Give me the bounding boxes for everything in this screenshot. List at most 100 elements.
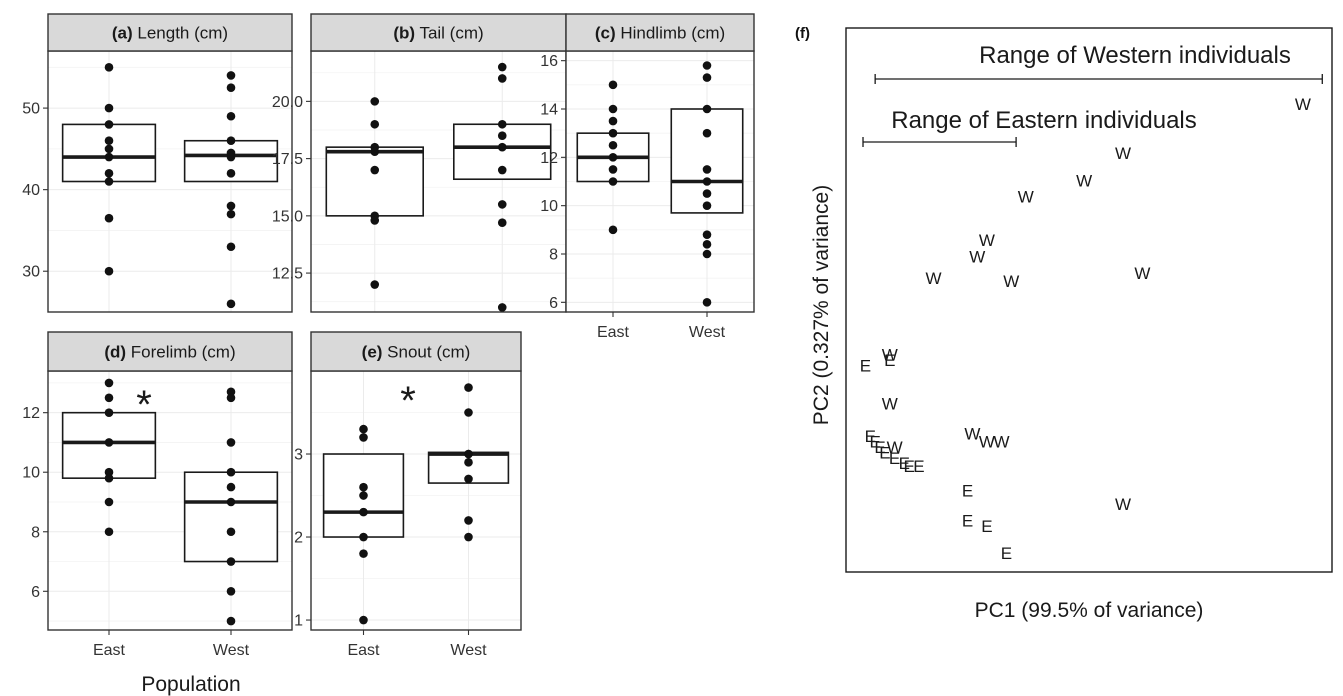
data-point (464, 474, 473, 484)
panel-letter-a: (a) (112, 24, 133, 43)
y-tick-label: 12 (22, 405, 40, 422)
y-tick-label: 8 (549, 247, 558, 264)
data-point (104, 527, 114, 537)
data-point (370, 280, 380, 289)
data-point (608, 128, 618, 138)
data-point (226, 242, 236, 252)
pca-point-west: W (993, 432, 1009, 451)
data-point (104, 63, 114, 72)
data-point (104, 152, 114, 162)
pca-point-west: W (1134, 264, 1150, 283)
x-tick-label: East (347, 642, 380, 659)
data-point (608, 104, 618, 114)
x-tick-label: West (213, 642, 250, 659)
data-point (359, 507, 368, 517)
data-point (464, 449, 473, 459)
data-point (702, 73, 712, 82)
data-point (702, 177, 712, 186)
panel-b: (b) Tail (cm) 12.5 15.0 17.5 20.0 (272, 13, 567, 313)
data-point (702, 189, 712, 198)
strip-c (565, 13, 755, 52)
x-tick-label: East (597, 324, 630, 341)
y-tick-label: 15.0 (272, 208, 303, 225)
data-point (226, 71, 236, 80)
data-point (226, 586, 236, 596)
data-point (702, 240, 712, 249)
data-point (359, 424, 368, 434)
data-point (497, 74, 507, 83)
pca-point-east: E (962, 481, 973, 500)
y-tick-label: 50 (22, 101, 40, 118)
pca-point-west: W (925, 269, 941, 288)
strip-d (47, 331, 293, 372)
panel-title-d: (d) Forelimb (cm) (104, 343, 235, 362)
data-point (359, 433, 368, 442)
data-point (104, 266, 114, 276)
data-point (104, 177, 114, 186)
pca-point-east: E (913, 457, 924, 476)
data-point (226, 482, 236, 492)
data-point (226, 438, 236, 447)
data-point (464, 516, 473, 525)
pca-point-east: E (865, 427, 876, 446)
panel-letter-c: (c) (595, 24, 616, 43)
pca-point-east: E (899, 454, 910, 473)
data-point (226, 169, 236, 178)
data-point (702, 165, 712, 174)
data-point (464, 383, 473, 392)
data-point (702, 230, 712, 239)
pca-point-west: W (1295, 95, 1311, 114)
y-tick-label: 6 (549, 295, 558, 312)
data-point (226, 152, 236, 162)
data-point (226, 209, 236, 219)
pca-point-west: W (1076, 171, 1092, 190)
data-point (104, 438, 114, 447)
panel-title-text-e: Snout (cm) (382, 343, 470, 362)
data-point (370, 119, 380, 129)
pca-point-east: E (869, 432, 880, 451)
y-tick-label: 3 (294, 447, 303, 464)
pca-point-west: W (964, 424, 980, 443)
data-point (104, 103, 114, 113)
data-point (104, 467, 114, 477)
data-point (370, 216, 380, 225)
panel-letter-b: (b) (393, 24, 415, 43)
panel-letter-f: (f) (795, 25, 810, 42)
x-tick-label: West (689, 324, 726, 341)
y-tick-label: 2 (294, 530, 303, 547)
panel-title-c: (c) Hindlimb (cm) (595, 24, 725, 43)
y-tick-label: 12 (540, 150, 558, 167)
strip-b (310, 13, 567, 52)
panel-e: (e) Snout (cm) 1 2 3 East West * (294, 331, 522, 659)
data-point (608, 80, 618, 90)
data-point (104, 378, 114, 388)
y-tick-label: 10 (540, 198, 558, 215)
box-b-east (325, 146, 424, 217)
pca-point-west: W (1115, 144, 1131, 163)
data-point (226, 201, 236, 211)
pca-plot-area (845, 27, 1333, 573)
data-point (497, 165, 507, 175)
panel-a: (a) Length (cm) 30 40 50 (22, 13, 293, 313)
pca-point-east: E (879, 443, 890, 462)
data-point (104, 144, 114, 154)
significance-marker-e: * (400, 379, 416, 423)
data-point (226, 616, 236, 626)
range-western: Range of Western individuals (874, 42, 1323, 84)
data-point (359, 615, 368, 625)
pca-point-east: E (874, 438, 885, 457)
data-point (104, 473, 114, 483)
data-point (359, 549, 368, 558)
data-point (226, 299, 236, 309)
data-point (702, 249, 712, 259)
pca-point-west: W (1018, 188, 1034, 207)
pca-point-east: E (904, 457, 915, 476)
data-point (702, 61, 712, 70)
pca-point-east: E (860, 356, 871, 375)
y-tick-label: 6 (31, 584, 40, 601)
x-tick-label: East (93, 642, 126, 659)
range-western-label: Range of Western individuals (979, 42, 1291, 69)
pca-point-west: W (887, 438, 903, 457)
pca-point-east: E (962, 511, 973, 530)
